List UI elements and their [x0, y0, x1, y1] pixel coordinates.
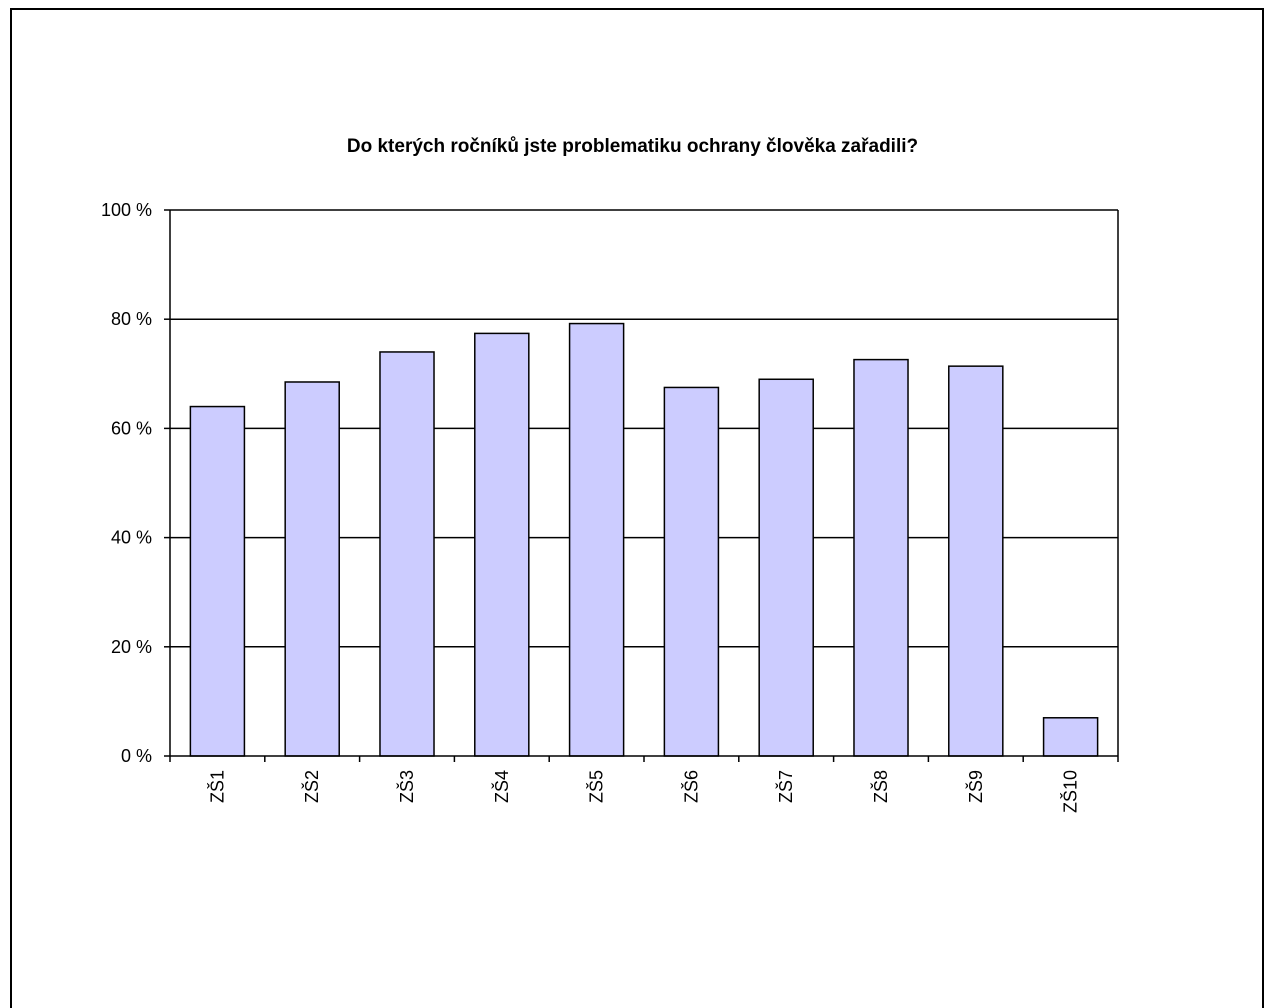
- x-tick-label: ZŠ10: [1060, 770, 1081, 813]
- x-tick-label: ZŠ1: [206, 770, 227, 803]
- bar: [379, 351, 435, 757]
- chart-frame: [10, 8, 1264, 1008]
- y-tick-label: 100 %: [101, 200, 152, 220]
- y-tick-label: 0 %: [121, 746, 152, 766]
- bar: [758, 378, 814, 757]
- bar: [189, 405, 246, 757]
- bar: [663, 386, 720, 757]
- chart-title: Do kterých ročníků jste problematiku och…: [346, 136, 919, 157]
- bar: [568, 322, 625, 757]
- bar: [1042, 717, 1099, 757]
- x-tick-label: ZŠ7: [775, 770, 796, 803]
- bar: [474, 332, 530, 757]
- y-tick-label: 80 %: [111, 309, 152, 329]
- bar: [853, 358, 909, 757]
- y-tick-label: 40 %: [111, 528, 152, 548]
- bar: [284, 381, 340, 757]
- x-tick-label: ZŠ2: [301, 770, 322, 803]
- y-tick-label: 60 %: [111, 418, 152, 438]
- x-tick-label: ZŠ6: [680, 770, 701, 803]
- y-tick-label: 20 %: [111, 637, 152, 657]
- x-tick-label: ZŠ8: [870, 770, 891, 803]
- x-tick-label: ZŠ3: [396, 770, 417, 803]
- x-tick-label: ZŠ5: [586, 770, 607, 803]
- x-tick-label: ZŠ4: [491, 770, 512, 803]
- x-tick-label: ZŠ9: [965, 770, 986, 803]
- bar: [948, 365, 1004, 757]
